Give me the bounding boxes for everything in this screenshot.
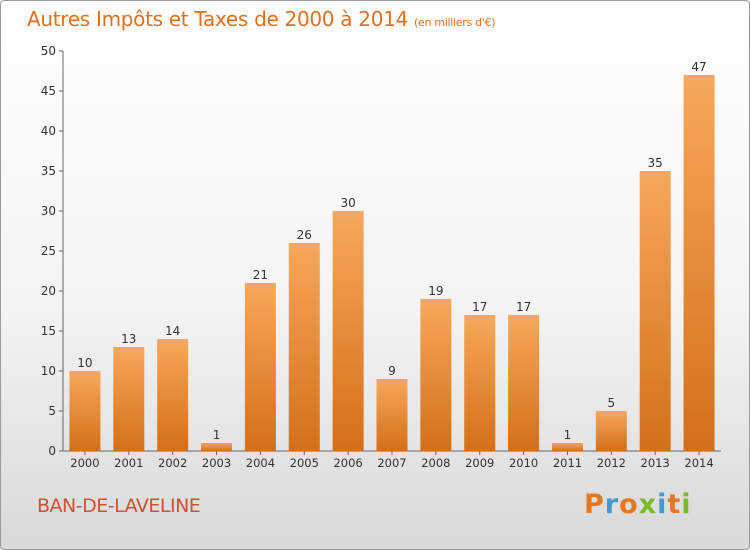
chart-title: Autres Impôts et Taxes de 2000 à 2014 (en… — [27, 7, 495, 31]
data-label-2002: 14 — [165, 324, 180, 338]
x-tick-label-2011: 2011 — [553, 456, 582, 470]
bar-2000 — [69, 371, 101, 451]
x-tick-label-2007: 2007 — [377, 456, 406, 470]
bar-2006 — [332, 211, 364, 451]
data-label-2001: 13 — [121, 332, 136, 346]
y-tick-label: 30 — [41, 204, 56, 218]
data-label-2000: 10 — [77, 356, 92, 370]
logo-letter: r — [604, 489, 620, 520]
y-tick-label: 25 — [41, 244, 56, 258]
x-tick-label-2014: 2014 — [684, 456, 713, 470]
data-label-2004: 21 — [253, 268, 268, 282]
bar-2001 — [113, 347, 145, 451]
y-tick-label: 35 — [41, 164, 56, 178]
data-label-2013: 35 — [648, 156, 663, 170]
bar-2014 — [683, 75, 715, 451]
bar-2003 — [201, 443, 233, 451]
data-label-2011: 1 — [564, 428, 572, 442]
logo-letter: i — [681, 489, 692, 520]
x-tick-label-2005: 2005 — [290, 456, 319, 470]
logo-letter: P — [584, 489, 605, 520]
data-label-2005: 26 — [297, 228, 312, 242]
logo-letter: t — [667, 489, 682, 520]
bar-2012 — [595, 411, 627, 451]
data-label-2007: 9 — [388, 364, 396, 378]
x-tick-label-2006: 2006 — [333, 456, 362, 470]
data-label-2003: 1 — [213, 428, 221, 442]
logo-letter: i — [657, 489, 668, 520]
data-label-2012: 5 — [608, 396, 616, 410]
commune-name: BAN-DE-LAVELINE — [37, 495, 201, 517]
x-tick-label-2013: 2013 — [641, 456, 670, 470]
x-tick-label-2001: 2001 — [114, 456, 143, 470]
chart-title-text: Autres Impôts et Taxes de 2000 à 2014 — [27, 7, 408, 31]
y-tick-label: 45 — [41, 84, 56, 98]
y-tick-label: 50 — [41, 44, 56, 58]
bar-2013 — [639, 171, 671, 451]
data-label-2010: 17 — [516, 300, 531, 314]
bar-2007 — [376, 379, 408, 451]
bar-2002 — [157, 339, 189, 451]
x-tick-label-2012: 2012 — [597, 456, 626, 470]
proxiti-logo: Proxiti — [584, 489, 692, 520]
y-tick-label: 0 — [48, 444, 56, 458]
x-tick-label-2004: 2004 — [246, 456, 275, 470]
y-tick-label: 15 — [41, 324, 56, 338]
data-label-2006: 30 — [340, 196, 355, 210]
x-tick-label-2008: 2008 — [421, 456, 450, 470]
logo-letter: x — [638, 489, 658, 520]
bar-2010 — [508, 315, 540, 451]
x-tick-label-2000: 2000 — [70, 456, 99, 470]
chart-subtitle: (en milliers d'€) — [414, 16, 496, 29]
y-tick-label: 5 — [48, 404, 56, 418]
data-label-2009: 17 — [472, 300, 487, 314]
bar-2011 — [551, 443, 583, 451]
y-tick-label: 40 — [41, 124, 56, 138]
y-tick-label: 10 — [41, 364, 56, 378]
bar-2005 — [288, 243, 320, 451]
x-tick-label-2009: 2009 — [465, 456, 494, 470]
bar-2004 — [244, 283, 276, 451]
data-label-2014: 47 — [691, 60, 706, 74]
bar-2008 — [420, 299, 452, 451]
x-tick-label-2010: 2010 — [509, 456, 538, 470]
y-tick-label: 20 — [41, 284, 56, 298]
x-tick-label-2002: 2002 — [158, 456, 187, 470]
bar-2009 — [464, 315, 496, 451]
logo-letter: o — [619, 489, 639, 520]
data-label-2008: 19 — [428, 284, 443, 298]
x-tick-label-2003: 2003 — [202, 456, 231, 470]
